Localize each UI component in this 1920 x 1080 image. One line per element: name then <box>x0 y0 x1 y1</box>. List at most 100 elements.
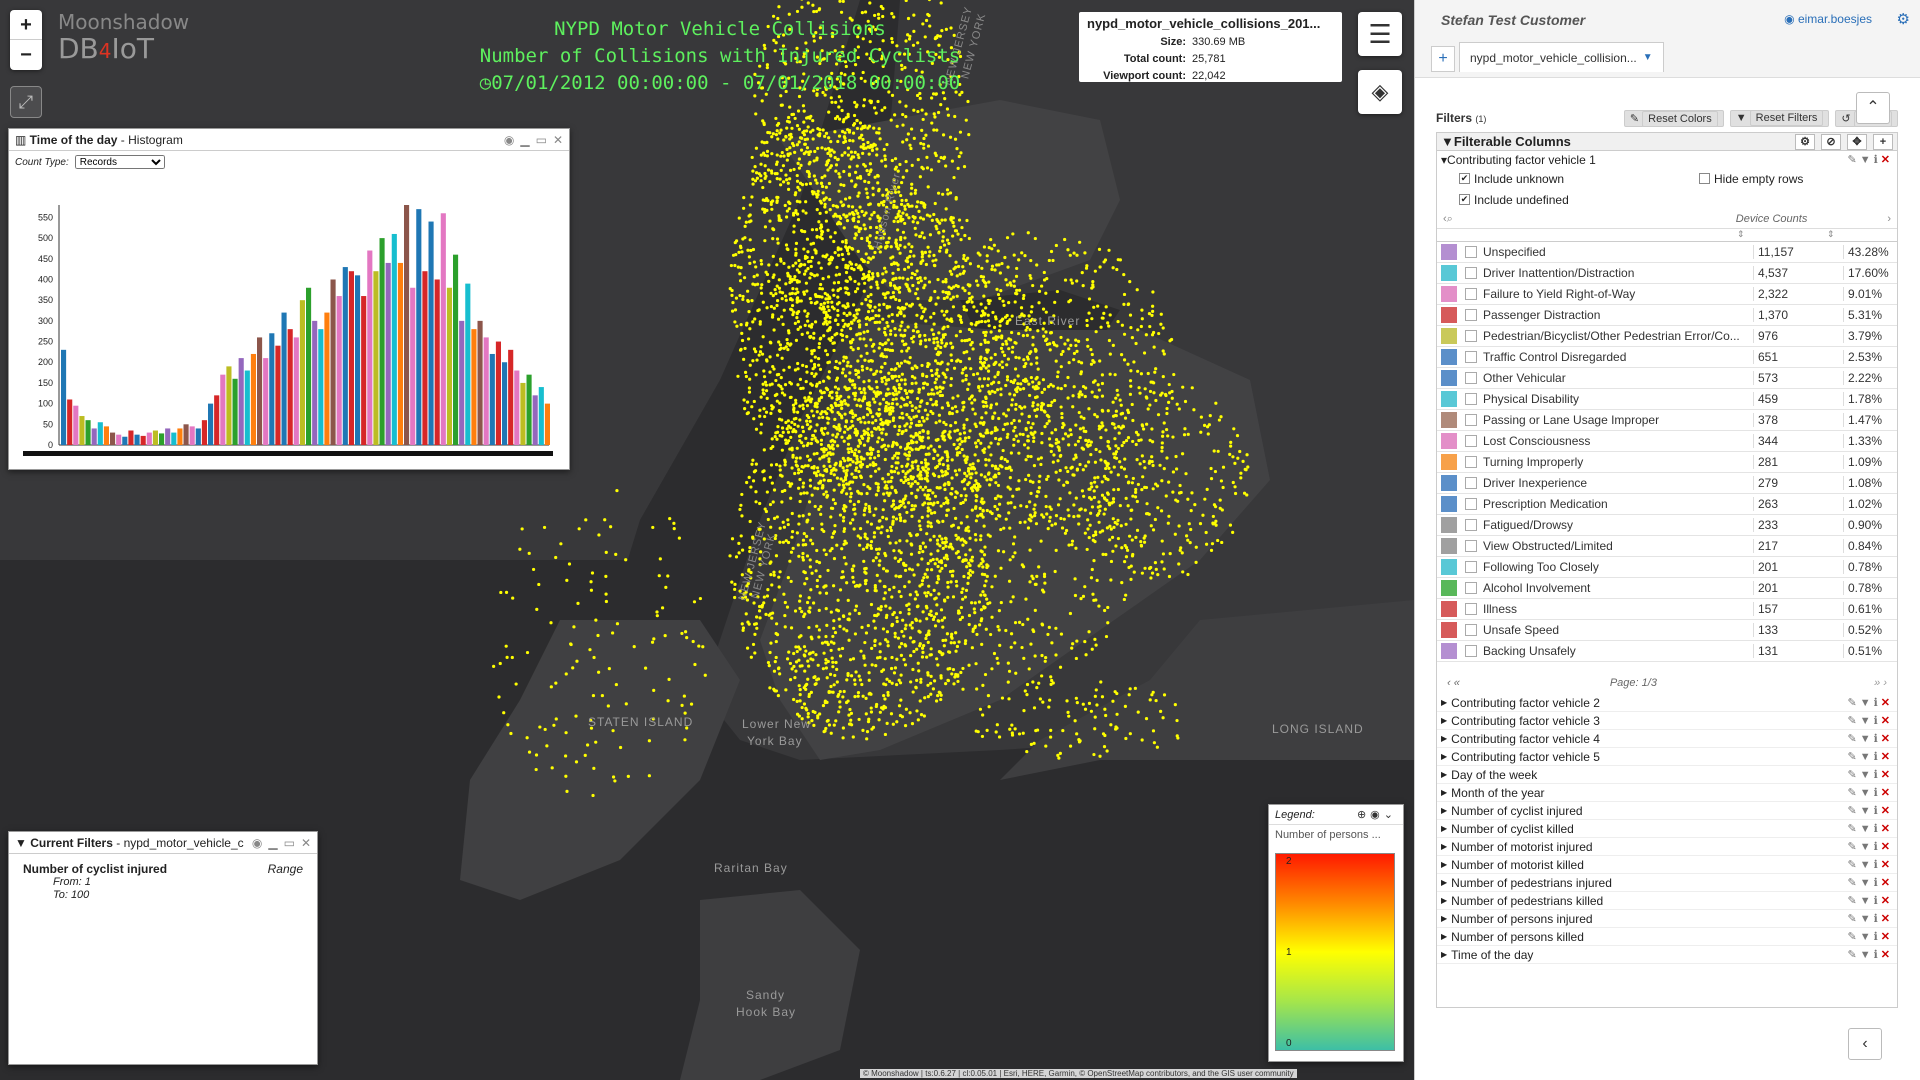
collision-point <box>890 312 894 317</box>
collision-point <box>870 434 874 438</box>
collision-point <box>826 568 830 573</box>
collision-point <box>937 413 941 417</box>
collision-point <box>738 507 742 512</box>
collision-point <box>887 236 891 240</box>
collision-point <box>798 325 803 329</box>
collision-point <box>973 601 977 605</box>
collision-point <box>751 182 755 186</box>
collision-point <box>927 584 931 588</box>
collision-point <box>954 631 958 635</box>
collision-point <box>957 75 961 79</box>
collision-point <box>771 294 775 298</box>
collision-point <box>996 292 1001 297</box>
collision-point <box>902 314 906 318</box>
collision-point <box>743 407 747 411</box>
collision-point <box>909 439 914 443</box>
collision-point <box>778 343 783 347</box>
collision-point <box>837 95 841 99</box>
collision-point <box>1137 438 1141 443</box>
collision-point <box>872 535 876 539</box>
collision-point <box>850 205 855 209</box>
collision-point <box>802 444 806 448</box>
collision-point <box>871 461 875 465</box>
collision-point <box>914 685 918 689</box>
collision-point <box>841 0 845 3</box>
collision-point <box>978 377 982 381</box>
collision-point <box>827 417 831 421</box>
collision-point <box>1037 289 1042 293</box>
collision-point <box>742 398 746 402</box>
collision-point <box>796 424 800 428</box>
collision-point <box>757 353 761 357</box>
collision-point <box>1042 278 1047 282</box>
collision-point <box>946 580 950 585</box>
collision-point <box>1038 474 1042 478</box>
collision-point <box>1039 462 1043 467</box>
collision-point <box>940 470 944 474</box>
collision-point <box>986 369 991 373</box>
collision-point <box>985 574 989 578</box>
collision-point <box>876 286 880 290</box>
collision-point <box>849 723 854 727</box>
collision-point <box>944 207 948 211</box>
collision-point <box>883 697 887 701</box>
collision-point <box>883 480 887 484</box>
collision-point <box>881 193 885 197</box>
collision-point <box>815 234 819 239</box>
collision-point <box>742 196 746 200</box>
collision-point <box>1027 382 1031 386</box>
collision-point <box>954 90 958 94</box>
collision-point <box>818 389 823 393</box>
collision-point <box>946 464 950 468</box>
collision-point <box>859 176 863 180</box>
collision-point <box>935 218 939 222</box>
collision-point <box>858 543 862 547</box>
collision-point <box>785 209 789 213</box>
collision-point <box>1063 278 1068 282</box>
collision-point <box>836 308 840 313</box>
collision-point <box>996 335 1001 339</box>
collision-point <box>830 335 834 340</box>
collision-point <box>938 249 942 253</box>
map-view[interactable]: East River STATEN ISLAND Lower New York … <box>0 0 1414 1080</box>
collision-point <box>798 86 802 90</box>
collision-point <box>897 364 902 368</box>
collision-point <box>802 272 807 276</box>
collision-point <box>820 287 824 291</box>
collision-point <box>993 390 997 394</box>
collision-point <box>936 110 941 115</box>
collision-point <box>867 152 871 156</box>
collision-point <box>777 278 781 282</box>
collision-point <box>1003 422 1007 427</box>
collision-point <box>866 310 871 314</box>
collision-point <box>937 159 941 163</box>
collision-point <box>771 500 775 504</box>
collision-point <box>876 607 881 611</box>
collision-point <box>827 393 832 398</box>
collision-point <box>788 105 792 109</box>
collision-point <box>841 304 845 308</box>
collision-point <box>886 419 890 423</box>
collision-point <box>784 282 788 286</box>
collision-point <box>874 380 878 384</box>
collision-point <box>1021 622 1025 627</box>
collision-point <box>775 195 779 199</box>
collision-point <box>857 450 861 454</box>
collision-point <box>894 238 898 242</box>
collision-point <box>903 724 908 728</box>
collision-point <box>1129 384 1133 388</box>
collision-point <box>914 590 918 594</box>
collision-point <box>846 324 850 328</box>
collision-point <box>810 190 815 194</box>
collision-point <box>970 646 974 650</box>
collision-point <box>815 273 819 277</box>
collision-point <box>918 547 923 551</box>
collision-point <box>866 439 870 443</box>
collision-point <box>987 301 991 306</box>
collision-point <box>871 25 875 29</box>
collision-point <box>812 452 816 456</box>
collision-point <box>858 121 863 125</box>
collision-point <box>963 436 968 440</box>
collision-point <box>1024 362 1028 366</box>
collision-point <box>903 378 907 382</box>
